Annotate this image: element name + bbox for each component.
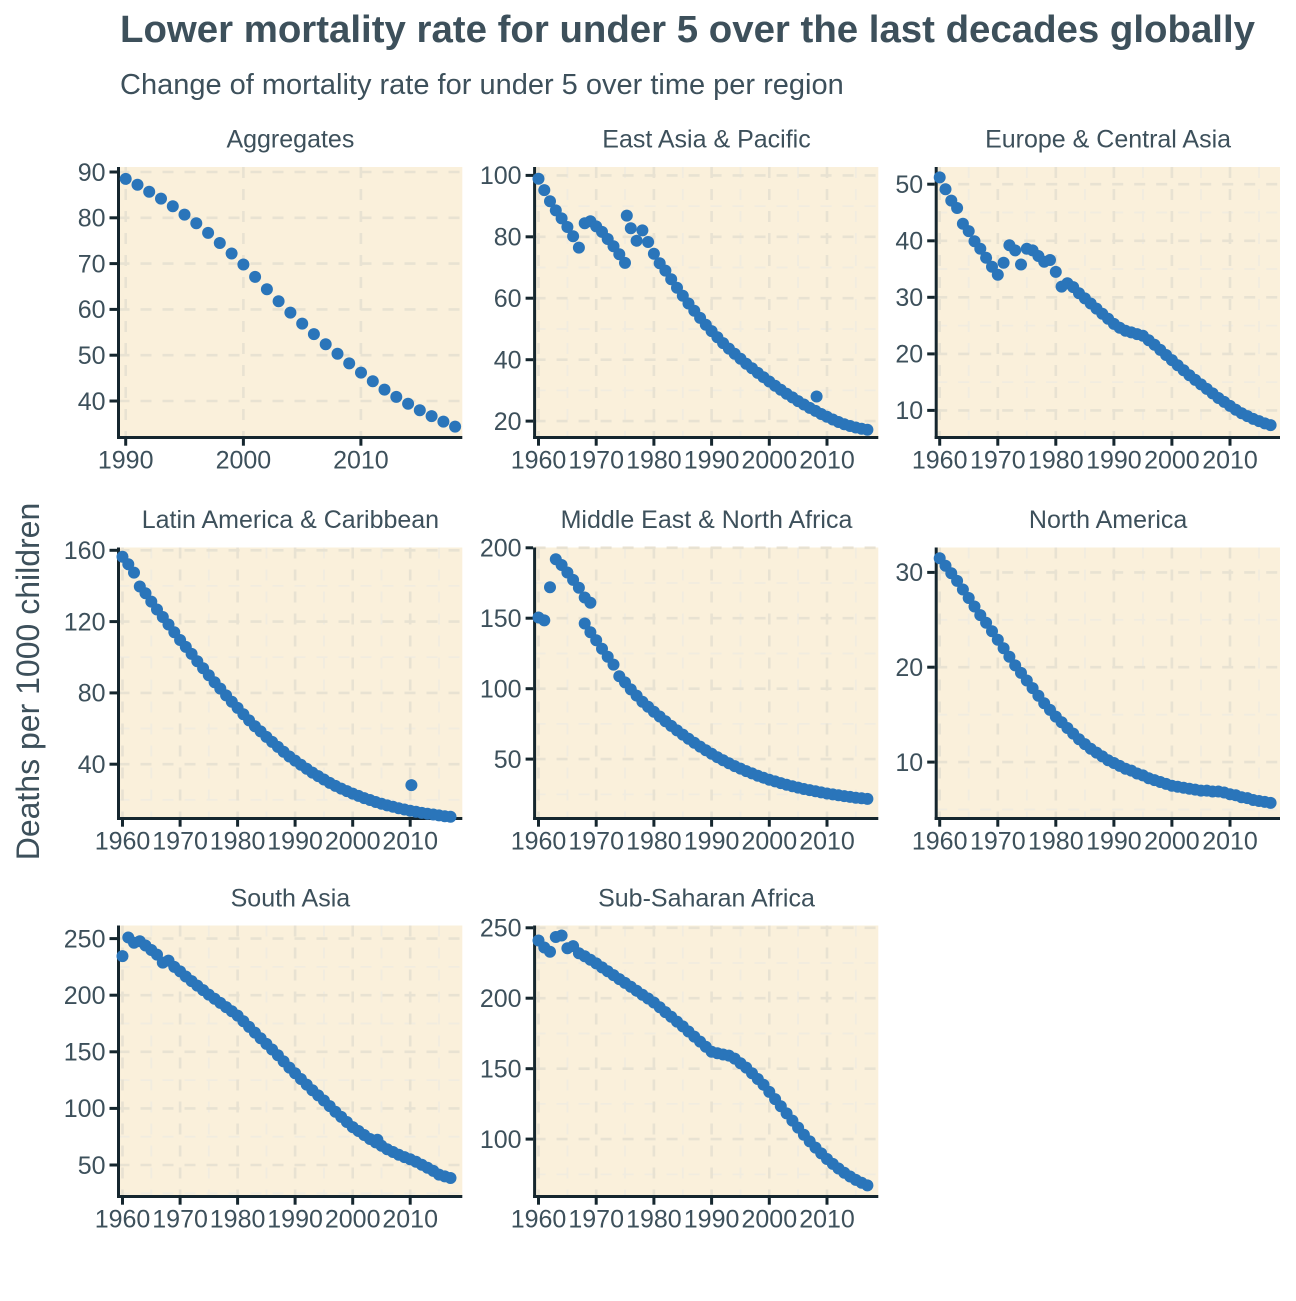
svg-text:40: 40	[78, 388, 106, 416]
svg-text:1970: 1970	[568, 1206, 624, 1234]
svg-text:60: 60	[78, 296, 106, 324]
svg-text:2010: 2010	[1202, 828, 1258, 856]
svg-text:80: 80	[78, 205, 106, 233]
svg-text:South Asia: South Asia	[231, 885, 351, 913]
svg-text:2010: 2010	[799, 447, 855, 475]
svg-text:1990: 1990	[684, 1206, 740, 1234]
svg-text:200: 200	[64, 982, 106, 1010]
svg-text:1980: 1980	[210, 1206, 266, 1234]
svg-text:200: 200	[480, 985, 522, 1013]
svg-text:2010: 2010	[799, 1206, 855, 1234]
svg-text:Europe & Central Asia: Europe & Central Asia	[985, 126, 1231, 154]
svg-text:40: 40	[895, 228, 923, 256]
svg-text:1970: 1970	[970, 447, 1026, 475]
svg-text:East Asia & Pacific: East Asia & Pacific	[602, 126, 810, 154]
svg-text:Lower mortality rate for under: Lower mortality rate for under 5 over th…	[120, 8, 1256, 51]
svg-text:1980: 1980	[626, 1206, 682, 1234]
svg-text:1990: 1990	[98, 447, 154, 475]
svg-text:30: 30	[895, 284, 923, 312]
svg-text:2000: 2000	[741, 1206, 797, 1234]
svg-text:10: 10	[895, 397, 923, 425]
svg-text:2010: 2010	[333, 447, 389, 475]
svg-text:1980: 1980	[1028, 828, 1084, 856]
svg-text:Sub-Saharan Africa: Sub-Saharan Africa	[598, 885, 815, 913]
svg-text:1960: 1960	[912, 828, 968, 856]
svg-text:40: 40	[78, 751, 106, 779]
svg-text:50: 50	[78, 1152, 106, 1180]
svg-text:1970: 1970	[152, 1206, 208, 1234]
svg-text:2010: 2010	[382, 828, 438, 856]
svg-text:50: 50	[78, 342, 106, 370]
svg-text:1960: 1960	[95, 828, 151, 856]
svg-text:1960: 1960	[511, 447, 567, 475]
svg-text:160: 160	[64, 537, 106, 565]
svg-text:1980: 1980	[1028, 447, 1084, 475]
svg-text:1990: 1990	[267, 1206, 323, 1234]
svg-text:1990: 1990	[684, 447, 740, 475]
svg-text:1960: 1960	[511, 828, 567, 856]
svg-text:40: 40	[494, 347, 522, 375]
svg-text:2000: 2000	[325, 828, 381, 856]
svg-text:80: 80	[494, 224, 522, 252]
svg-text:1990: 1990	[1086, 828, 1142, 856]
svg-text:70: 70	[78, 250, 106, 278]
svg-text:150: 150	[64, 1039, 106, 1067]
svg-text:1970: 1970	[568, 828, 624, 856]
svg-text:1970: 1970	[152, 828, 208, 856]
svg-text:Aggregates: Aggregates	[226, 126, 354, 154]
svg-text:1970: 1970	[970, 828, 1026, 856]
svg-text:2000: 2000	[1144, 828, 1200, 856]
svg-text:50: 50	[494, 746, 522, 774]
svg-text:200: 200	[480, 535, 522, 563]
svg-text:20: 20	[895, 654, 923, 682]
svg-text:Change of mortality rate for u: Change of mortality rate for under 5 ove…	[120, 69, 844, 101]
svg-text:1960: 1960	[95, 1206, 151, 1234]
svg-text:2000: 2000	[741, 828, 797, 856]
svg-text:Latin America & Caribbean: Latin America & Caribbean	[142, 506, 439, 534]
svg-text:30: 30	[895, 559, 923, 587]
svg-text:2000: 2000	[1144, 447, 1200, 475]
svg-text:Middle East & North Africa: Middle East & North Africa	[561, 506, 853, 534]
svg-text:2010: 2010	[382, 1206, 438, 1234]
svg-text:90: 90	[78, 159, 106, 187]
svg-text:1990: 1990	[1086, 447, 1142, 475]
svg-text:100: 100	[480, 162, 522, 190]
svg-text:North America: North America	[1029, 506, 1187, 534]
svg-text:100: 100	[480, 1126, 522, 1154]
svg-text:2000: 2000	[325, 1206, 381, 1234]
svg-text:1960: 1960	[912, 447, 968, 475]
svg-text:250: 250	[64, 925, 106, 953]
svg-text:20: 20	[494, 408, 522, 436]
svg-text:2000: 2000	[216, 447, 272, 475]
svg-text:150: 150	[480, 605, 522, 633]
svg-text:50: 50	[895, 171, 923, 199]
svg-text:Deaths per 1000 children: Deaths per 1000 children	[10, 503, 46, 861]
svg-text:20: 20	[895, 341, 923, 369]
svg-text:2000: 2000	[741, 447, 797, 475]
svg-text:1980: 1980	[210, 828, 266, 856]
svg-text:10: 10	[895, 749, 923, 777]
svg-text:250: 250	[480, 915, 522, 943]
svg-text:1960: 1960	[511, 1206, 567, 1234]
svg-text:100: 100	[64, 1095, 106, 1123]
svg-text:1990: 1990	[684, 828, 740, 856]
svg-text:1980: 1980	[626, 447, 682, 475]
svg-text:60: 60	[494, 285, 522, 313]
svg-text:120: 120	[64, 608, 106, 636]
svg-text:80: 80	[78, 680, 106, 708]
svg-text:100: 100	[480, 676, 522, 704]
svg-text:1970: 1970	[568, 447, 624, 475]
svg-text:2010: 2010	[799, 828, 855, 856]
svg-text:1990: 1990	[267, 828, 323, 856]
svg-text:1980: 1980	[626, 828, 682, 856]
svg-text:150: 150	[480, 1056, 522, 1084]
svg-text:2010: 2010	[1202, 447, 1258, 475]
